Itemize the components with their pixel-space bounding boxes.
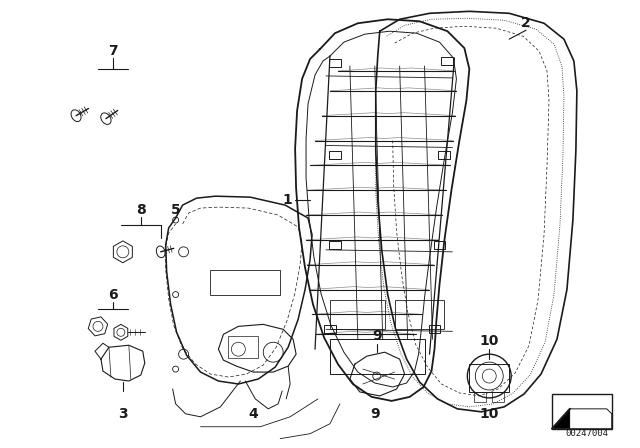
Text: 6: 6 — [108, 288, 118, 302]
Text: 4: 4 — [248, 407, 258, 421]
Bar — [330, 300, 385, 329]
Bar — [211, 270, 280, 294]
Bar — [330, 339, 424, 374]
Bar — [228, 336, 259, 358]
Bar — [395, 300, 444, 329]
Bar — [429, 325, 440, 333]
Text: 8: 8 — [136, 203, 146, 217]
Text: 9: 9 — [372, 329, 381, 343]
Text: 10: 10 — [479, 407, 499, 421]
Bar — [442, 57, 453, 65]
Text: 10: 10 — [479, 334, 499, 348]
Bar — [474, 392, 486, 402]
Bar — [438, 151, 451, 159]
Polygon shape — [552, 409, 570, 429]
Bar — [329, 241, 341, 249]
Text: 7: 7 — [108, 44, 118, 58]
Bar — [329, 151, 341, 159]
Bar — [469, 364, 509, 392]
Bar — [492, 392, 504, 402]
Text: 00247004: 00247004 — [565, 429, 609, 438]
Bar — [329, 59, 341, 67]
Bar — [324, 325, 336, 333]
Text: 3: 3 — [118, 407, 127, 421]
Text: 1: 1 — [282, 193, 292, 207]
Bar — [552, 394, 612, 429]
Text: 5: 5 — [171, 203, 180, 217]
Text: 2: 2 — [521, 16, 531, 30]
Bar — [433, 241, 445, 249]
Text: 9: 9 — [370, 407, 380, 421]
